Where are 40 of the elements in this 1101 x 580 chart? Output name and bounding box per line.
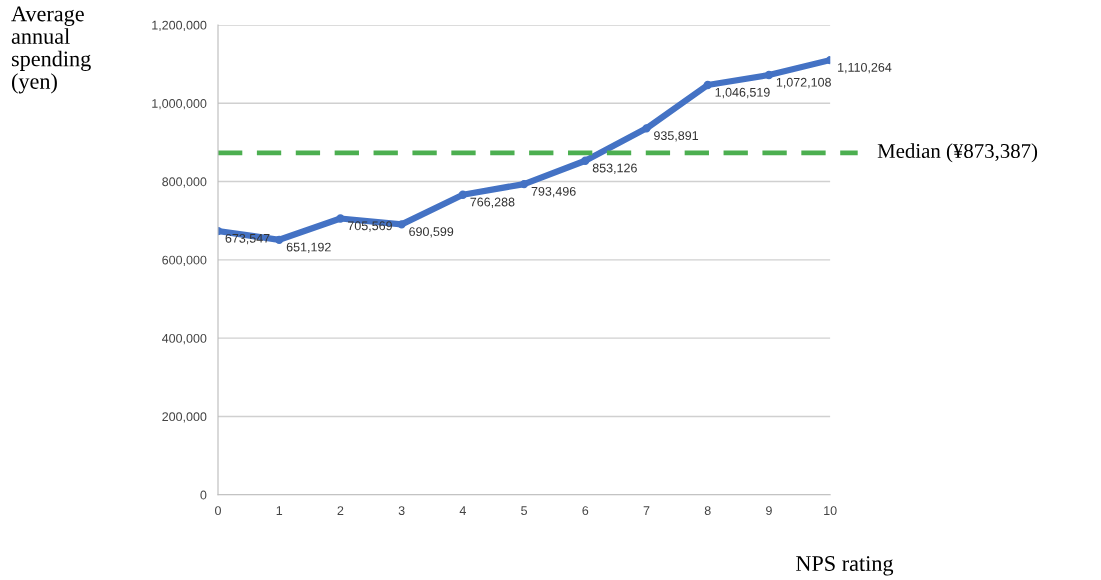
y-tick-label: 1,200,000 bbox=[152, 20, 207, 32]
data-label: 1,072,108 bbox=[776, 77, 831, 89]
x-tick-label: 8 bbox=[704, 506, 711, 516]
data-label: 1,110,264 bbox=[838, 62, 892, 74]
y-tick-label: 1,000,000 bbox=[152, 99, 207, 110]
y-tick-label: 400,000 bbox=[161, 333, 207, 345]
point bbox=[703, 80, 712, 90]
data-label: 853,126 bbox=[592, 163, 637, 174]
y-tick-label: 0 bbox=[200, 490, 207, 500]
data-label: 935,891 bbox=[654, 131, 699, 142]
data-label: 1,046,519 bbox=[715, 87, 770, 99]
y-tick-label: 200,000 bbox=[162, 412, 207, 423]
x-axis-title: NPS rating bbox=[796, 556, 894, 576]
x-tick-label: 2 bbox=[337, 506, 344, 515]
point bbox=[397, 220, 406, 229]
point bbox=[642, 124, 651, 133]
y-tick-label: 600,000 bbox=[162, 255, 207, 266]
ref-line-label: Median (¥873,387) bbox=[877, 143, 1038, 163]
x-tick-label: 6 bbox=[582, 506, 589, 516]
y-tick-label: 800,000 bbox=[162, 177, 207, 188]
data-label: 705,569 bbox=[348, 221, 392, 232]
x-tick-label: 1 bbox=[276, 506, 283, 515]
x-tick-label: 5 bbox=[521, 506, 528, 516]
point bbox=[764, 70, 774, 80]
x-tick-label: 7 bbox=[643, 506, 650, 515]
point bbox=[519, 179, 529, 189]
point bbox=[275, 235, 284, 244]
data-label: 690,599 bbox=[409, 227, 454, 238]
x-tick-label: 3 bbox=[398, 506, 405, 516]
point bbox=[458, 190, 468, 199]
x-tick-label: 10 bbox=[824, 506, 837, 516]
point bbox=[581, 156, 590, 165]
x-tick-label: 4 bbox=[459, 506, 466, 515]
data-label: 793,496 bbox=[531, 186, 576, 198]
point bbox=[336, 214, 345, 223]
data-label: 766,288 bbox=[470, 197, 515, 208]
data-label: 651,192 bbox=[286, 242, 331, 253]
y-axis-title: Average annual spending (yen) bbox=[11, 6, 91, 94]
x-tick-label: 9 bbox=[766, 506, 772, 516]
x-tick-label: 0 bbox=[215, 506, 221, 516]
